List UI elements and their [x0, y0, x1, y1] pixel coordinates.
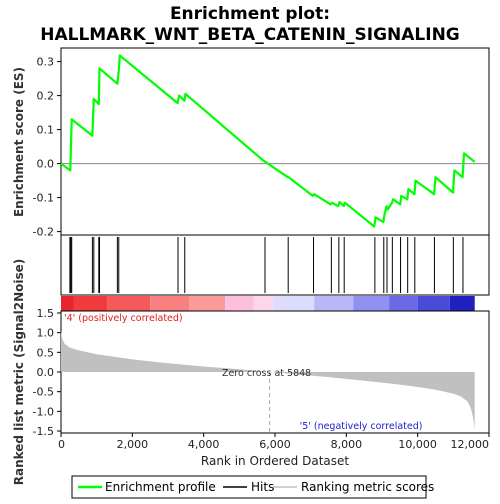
legend-metric-label: Ranking metric scores [301, 480, 434, 494]
legend-profile-label: Enrichment profile [105, 480, 216, 494]
es-y-tick-label: 0.1 [37, 124, 55, 137]
colorbar-segment [389, 296, 418, 311]
es-y-tick-label: 0.3 [37, 56, 55, 69]
colorbar-segment [417, 296, 450, 311]
x-tick-label: 4,000 [188, 438, 220, 451]
metric-y-tick-label: -1.0 [33, 405, 54, 418]
colorbar-segment [189, 296, 226, 311]
x-tick-label: 6,000 [259, 438, 291, 451]
metric-y-tick-label: 0.5 [37, 346, 55, 359]
colorbar-segment [273, 296, 315, 311]
negative-correlation-label: '5' (negatively correlated) [300, 421, 423, 432]
x-tick-label: 2,000 [117, 438, 149, 451]
colorbar-segment [353, 296, 390, 311]
colorbar-segment [314, 296, 354, 311]
colorbar-segment [61, 296, 74, 311]
colorbar-segment [225, 296, 254, 311]
chart-title: Enrichment plot: [170, 4, 330, 24]
x-tick-label: 12,000 [451, 438, 490, 451]
es-y-axis-label: Enrichment score (ES) [12, 67, 26, 217]
ranking-metric-area [61, 330, 475, 430]
hits-panel-frame [60, 234, 490, 296]
es-y-tick-label: 0.0 [37, 158, 55, 171]
x-axis-label: Rank in Ordered Dataset [201, 454, 349, 468]
metric-y-tick-label: 1.5 [37, 307, 55, 320]
enrichment-profile-line [60, 54, 476, 228]
colorbar-segment [449, 296, 475, 311]
x-tick-label: 0 [58, 438, 65, 451]
x-tick-label: 10,000 [398, 438, 437, 451]
metric-y-tick-label: 1.0 [37, 327, 55, 340]
es-y-tick-label: 0.2 [37, 90, 55, 103]
es-y-tick-label: -0.1 [33, 192, 54, 205]
colorbar-segment [253, 296, 274, 311]
metric-y-tick-label: 0.0 [37, 366, 55, 379]
legend-box [71, 475, 427, 499]
es-y-tick-label: -0.2 [33, 226, 54, 239]
positive-correlation-label: '4' (positively correlated) [64, 313, 183, 324]
x-tick-label: 8,000 [331, 438, 363, 451]
colorbar-segment [73, 296, 108, 311]
colorbar-segment [150, 296, 190, 311]
metric-y-tick-label: -0.5 [33, 386, 54, 399]
chart-subtitle: HALLMARK_WNT_BETA_CATENIN_SIGNALING [40, 25, 460, 45]
zero-cross-label: Zero cross at 5848 [222, 368, 311, 379]
legend-hits-label: Hits [251, 480, 274, 494]
metric-y-tick-label: -1.5 [33, 425, 54, 438]
metric-y-axis-label: Ranked list metric (Signal2Noise) [12, 259, 26, 486]
colorbar-segment [107, 296, 151, 311]
es-panel-frame [60, 47, 490, 236]
